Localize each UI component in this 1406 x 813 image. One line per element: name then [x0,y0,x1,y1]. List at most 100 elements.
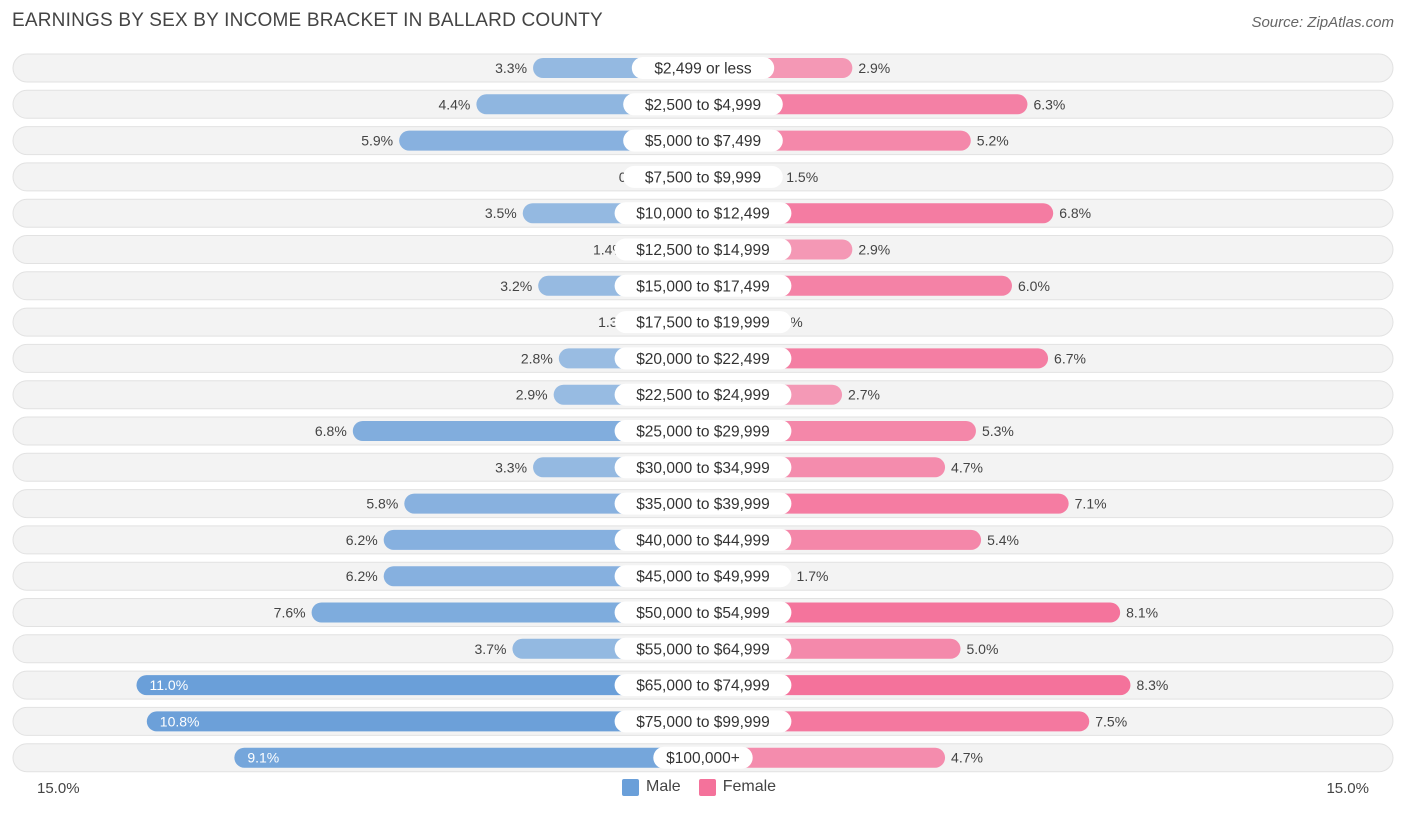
source-label: Source: ZipAtlas.com [1251,14,1394,31]
bar-female[interactable] [703,203,1054,224]
value-label-male: 6.8% [315,423,347,439]
axis-min-label: 15.0% [37,780,80,797]
value-label-male: 6.2% [346,568,378,584]
category-label: $7,500 to $9,999 [645,169,761,186]
category-pill [614,347,792,370]
category-label: $100,000+ [666,750,740,767]
value-label-female: 5.0% [967,641,999,657]
bar-male[interactable] [136,675,704,696]
value-label-male: 5.9% [361,133,393,149]
bar-male[interactable] [146,711,704,732]
legend-label-male: Male [646,778,681,795]
category-pill [614,565,792,588]
value-label-male: 4.4% [438,96,470,112]
category-label: $40,000 to $44,999 [636,532,770,549]
value-label-male: 11.0% [150,677,189,693]
value-label-male: 3.5% [485,205,517,221]
category-pill [623,93,783,116]
bar-female[interactable] [703,675,1131,696]
value-label-female: 8.3% [1136,677,1168,693]
category-pill [614,601,792,624]
category-pill [614,274,792,297]
bar-female[interactable] [703,602,1121,623]
legend-swatch-female [698,778,716,796]
value-label-female: 6.8% [1059,205,1091,221]
value-label-male: 6.2% [346,532,378,548]
category-pill [614,420,792,442]
category-pill [614,710,792,733]
category-pill [623,129,783,152]
category-label: $2,500 to $4,999 [645,97,761,114]
category-pill [614,456,792,479]
category-pill [614,238,792,261]
value-label-male: 3.2% [500,278,532,294]
category-label: $12,500 to $14,999 [636,242,770,259]
category-label: $22,500 to $24,999 [636,387,770,404]
category-label: $17,500 to $19,999 [636,315,770,332]
legend: Male Female [622,778,794,796]
category-label: $55,000 to $64,999 [636,641,770,658]
category-pill [653,746,753,769]
bar-female[interactable] [703,747,946,768]
category-label: $15,000 to $17,499 [636,278,770,295]
value-label-male: 7.6% [274,605,306,621]
bar-female[interactable] [703,711,1090,732]
value-label-male: 3.3% [495,60,527,76]
bar-male[interactable] [234,747,703,768]
value-label-female: 2.9% [858,242,890,258]
value-label-male: 5.8% [366,496,398,512]
value-label-female: 6.0% [1018,278,1050,294]
category-pill [614,311,792,334]
value-label-female: 1.5% [786,169,818,185]
legend-label-female: Female [722,778,777,795]
value-label-female: 6.3% [1033,96,1065,112]
value-label-male: 10.8% [160,713,200,729]
value-label-female: 4.7% [951,459,983,475]
value-label-female: 7.1% [1075,496,1107,512]
legend-swatch-male [622,778,639,796]
value-label-female: 6.7% [1054,350,1086,366]
legend-item-male[interactable]: Male [622,778,681,796]
category-label: $45,000 to $49,999 [636,569,770,586]
category-pill [614,202,792,225]
value-label-male: 9.1% [247,750,279,766]
value-label-female: 2.7% [848,387,880,403]
category-label: $50,000 to $54,999 [636,605,770,622]
category-label: $75,000 to $99,999 [636,714,770,731]
value-label-female: 7.5% [1095,713,1127,729]
bar-male[interactable] [311,602,703,623]
category-pill [623,165,783,188]
value-label-male: 2.9% [516,387,548,403]
category-label: $5,000 to $7,499 [645,133,761,150]
category-pill [631,57,775,79]
legend-item-female[interactable]: Female [698,778,777,796]
category-pill [614,492,792,515]
category-pill [614,383,792,406]
value-label-male: 3.7% [475,641,507,657]
category-label: $10,000 to $12,499 [636,206,770,223]
value-label-male: 3.3% [495,459,527,475]
value-label-female: 8.1% [1126,605,1158,621]
bar-female[interactable] [703,94,1028,115]
value-label-female: 5.3% [982,423,1014,439]
bar-male[interactable] [352,421,703,441]
value-label-male: 2.8% [521,350,553,366]
chart: 3.3% 2.9% $2,499 or less 4.4% 6.3% $2,500 to … [12,53,1394,773]
category-label: $65,000 to $74,999 [636,678,770,695]
category-label: $2,499 or less [654,61,752,78]
category-label: $30,000 to $34,999 [636,460,770,477]
value-label-female: 5.4% [987,532,1019,548]
value-label-female: 1.7% [797,568,829,584]
category-pill [614,528,792,551]
axis-max-label: 15.0% [1326,780,1369,797]
category-pill [614,637,792,660]
value-label-female: 2.9% [858,60,890,76]
chart-title: EARNINGS BY SEX BY INCOME BRACKET IN BAL… [12,10,603,31]
value-label-female: 5.2% [977,133,1009,149]
category-label: $20,000 to $22,499 [636,351,770,368]
category-pill [614,674,792,697]
value-label-female: 4.7% [951,750,983,766]
category-label: $35,000 to $39,999 [636,496,770,513]
category-label: $25,000 to $29,999 [636,424,770,441]
bar-female[interactable] [703,493,1069,514]
